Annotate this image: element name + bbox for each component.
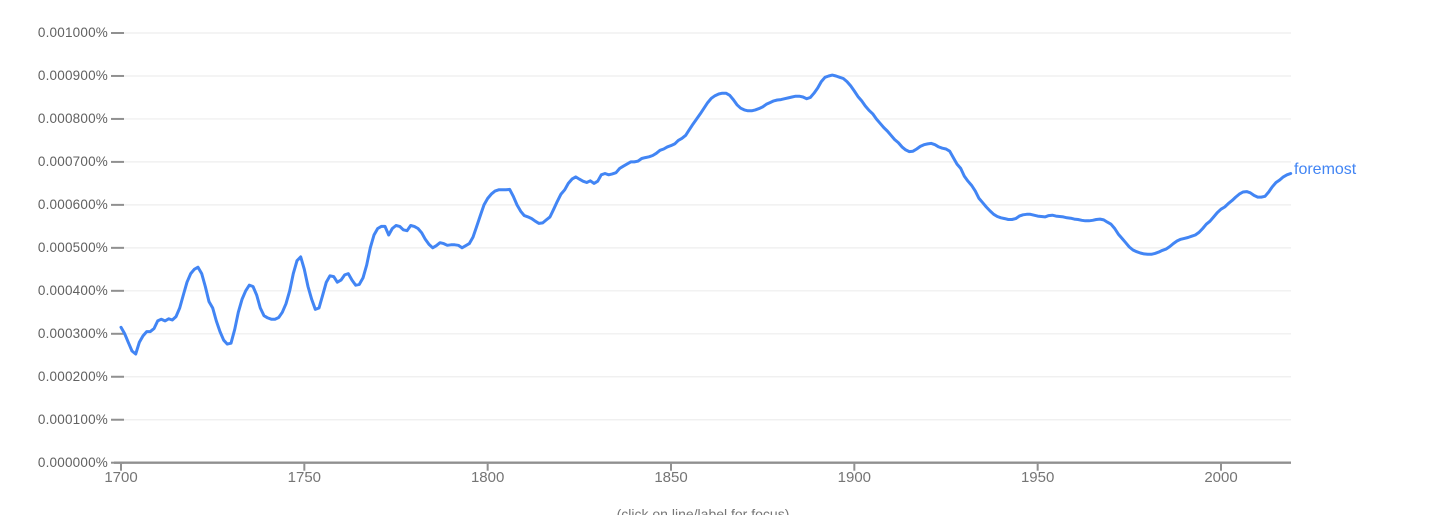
y-axis-tick-label: 0.000600% <box>37 196 108 212</box>
y-axis-tick-label: 0.000000% <box>37 454 108 470</box>
x-axis-tick-label: 1850 <box>654 468 688 486</box>
x-axis-tick-label: 1700 <box>104 468 138 486</box>
x-axis-tick-label: 1950 <box>1020 468 1055 486</box>
y-axis-tick-label: 0.000400% <box>37 282 108 298</box>
focus-hint-text: (click on line/label for focus) <box>616 506 790 515</box>
y-axis-tick-label: 0.000100% <box>37 411 108 427</box>
series-lines <box>119 73 1293 356</box>
y-axis-tick-label: 0.000500% <box>37 239 108 255</box>
x-axis-tick-label: 1800 <box>470 468 505 486</box>
y-axis-tick-label: 0.000200% <box>37 368 108 384</box>
x-axis <box>114 461 1291 471</box>
series-label-foremost[interactable]: foremost <box>1294 161 1357 178</box>
y-axis-tick-label: 0.000900% <box>37 67 108 83</box>
x-axis-tick-label: 1750 <box>287 468 322 486</box>
y-axis-tick-label: 0.000700% <box>37 153 108 169</box>
y-axis-ticks <box>111 32 124 464</box>
y-axis-tick-label: 0.000300% <box>37 325 108 341</box>
y-axis-tick-label: 0.000800% <box>37 110 108 126</box>
series-line-foremost[interactable] <box>119 73 1293 356</box>
y-axis-tick-label: 0.001000% <box>37 25 108 40</box>
x-axis-tick-label: 1900 <box>837 468 872 486</box>
x-axis-tick-label: 2000 <box>1204 468 1238 486</box>
